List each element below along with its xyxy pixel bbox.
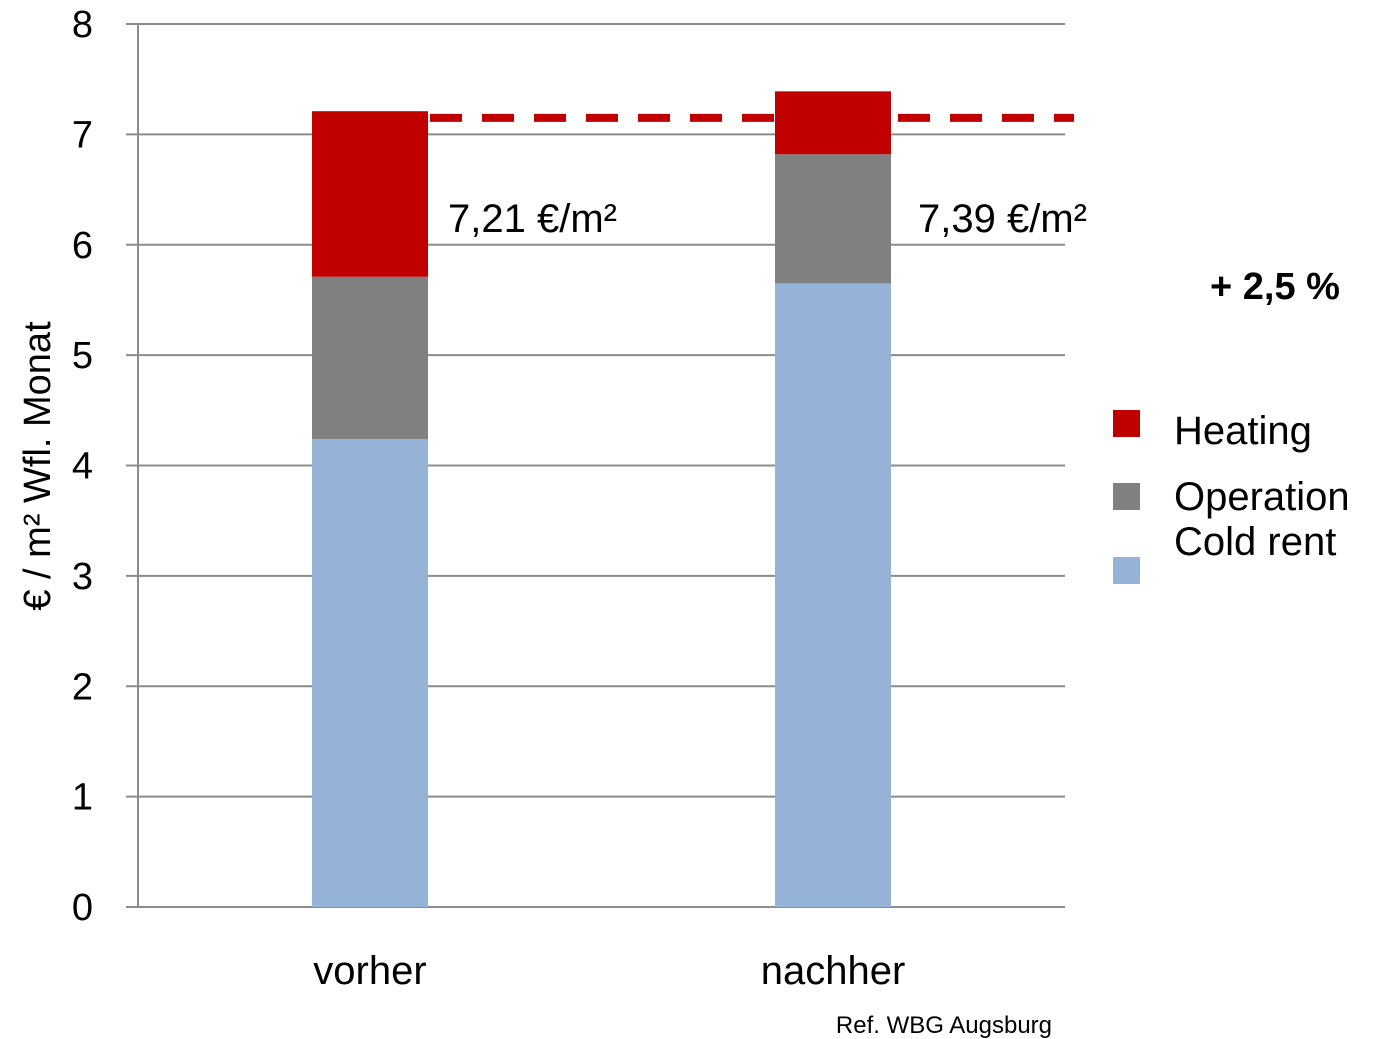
source-note: Ref. WBG Augsburg <box>836 1012 1052 1039</box>
bar-segment-cold-rent <box>312 439 428 907</box>
legend-label: Heating <box>1174 409 1312 453</box>
total-value-label: 7,39 €/m² <box>918 197 1087 241</box>
category-labels: vorher nachher <box>313 949 905 993</box>
total-value-label: 7,21 €/m² <box>448 197 617 241</box>
x-tick-label: vorher <box>313 949 426 993</box>
y-axis-label: € / m² Wfl. Monat <box>17 321 59 611</box>
y-tick-label: 3 <box>72 556 93 598</box>
total-labels: 7,21 €/m² 7,39 €/m² <box>448 197 1087 241</box>
change-percentage-label: + 2,5 % <box>1210 266 1340 308</box>
y-tick-label: 7 <box>72 114 93 156</box>
y-tick-labels: 0 1 2 3 4 5 6 7 8 <box>72 4 93 929</box>
bar-segment-operation <box>775 154 891 284</box>
x-tick-label: nachher <box>761 949 906 993</box>
bar-segment-cold-rent <box>775 283 891 908</box>
y-tick-label: 5 <box>72 335 93 377</box>
legend-swatch-heating <box>1113 410 1140 437</box>
bar-segment-heating <box>312 111 428 277</box>
y-tick-label: 4 <box>72 446 93 488</box>
y-tick-label: 2 <box>72 666 93 708</box>
legend-swatch-operation <box>1113 483 1140 510</box>
y-tick-label: 0 <box>72 887 93 929</box>
bars <box>312 91 891 908</box>
bar-segment-operation <box>312 276 428 440</box>
y-tick-label: 1 <box>72 777 93 819</box>
legend-swatch-cold-rent <box>1113 557 1140 584</box>
legend-label: Operation <box>1174 475 1350 519</box>
y-tick-label: 8 <box>72 4 93 46</box>
legend-label: Cold rent <box>1174 520 1336 564</box>
bar-segment-heating <box>775 91 891 155</box>
y-tick-label: 6 <box>72 225 93 267</box>
gridlines <box>126 23 1065 908</box>
